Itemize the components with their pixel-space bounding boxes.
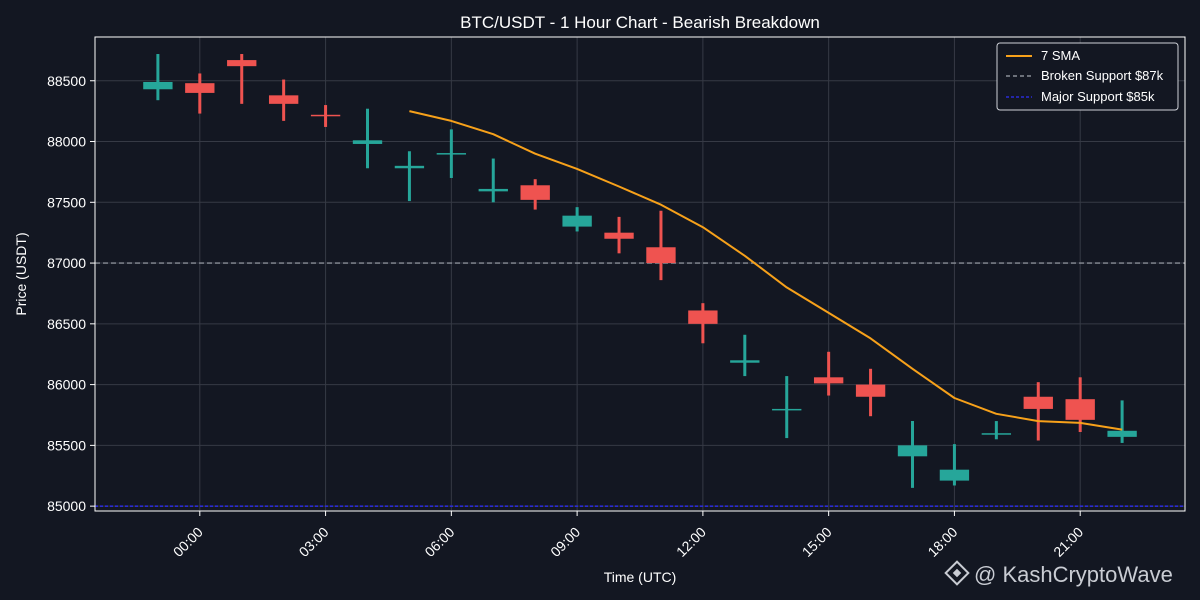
candle-body <box>562 215 592 227</box>
legend-box <box>996 42 1179 111</box>
y-tick-label: 87000 <box>47 255 86 271</box>
candle-body <box>394 165 425 169</box>
candle-bullish <box>939 444 970 486</box>
y-tick-label: 88500 <box>47 73 86 89</box>
candle-bullish <box>730 334 760 377</box>
candle-body <box>478 188 508 192</box>
candle-bearish <box>855 368 886 417</box>
sma-series <box>409 110 1123 431</box>
candle-body <box>813 377 844 384</box>
candle-bullish <box>143 54 173 101</box>
legend-sma-label: 7 SMA <box>1041 48 1080 63</box>
candle-bearish <box>688 303 718 344</box>
candle-body <box>939 469 970 481</box>
candle-bullish <box>436 129 467 178</box>
candle-body <box>688 310 718 324</box>
y-axis-ticks: 85000 85500 86000 86500 87000 87500 88000 88500 <box>47 73 95 514</box>
candle-bullish <box>394 151 425 202</box>
candle-bearish <box>646 210 676 281</box>
candle-bearish <box>1023 382 1053 441</box>
candle-bullish <box>981 421 1012 440</box>
candle-bullish <box>478 158 508 203</box>
watermark-text: @ KashCryptoWave <box>974 562 1173 587</box>
x-axis-label: Time (UTC) <box>604 569 677 585</box>
candle-body <box>730 360 760 363</box>
candle-body <box>1065 399 1095 420</box>
candle-body <box>185 83 215 93</box>
sma-line <box>409 110 1123 431</box>
candle-bullish <box>562 207 592 232</box>
y-tick-label: 85000 <box>47 498 86 514</box>
candle-bearish <box>813 351 844 396</box>
candle-body <box>352 140 383 144</box>
y-tick-label: 87500 <box>47 194 86 210</box>
candle-body <box>981 433 1012 435</box>
candle-body <box>604 232 634 239</box>
candle-body <box>310 114 341 117</box>
candle-bearish <box>185 73 215 114</box>
candle-bearish <box>310 105 341 127</box>
candle-body <box>855 384 886 397</box>
candle-bearish <box>520 179 550 210</box>
y-axis-label: Price (USDT) <box>13 232 29 315</box>
candle-bearish <box>268 79 299 121</box>
candles <box>143 54 1137 488</box>
candle-bearish <box>227 54 257 104</box>
candle-body <box>143 81 173 90</box>
candle-body <box>520 185 550 200</box>
candle-bullish <box>352 108 383 169</box>
support-lines <box>95 262 1185 507</box>
candle-body <box>646 247 676 264</box>
candle-body <box>772 408 802 411</box>
candle-bullish <box>897 421 928 488</box>
watermark: @ KashCryptoWave <box>944 560 1173 587</box>
candle-body <box>897 445 928 457</box>
candle-bullish <box>772 376 802 439</box>
legend-broken-support-label: Broken Support $87k <box>1041 68 1164 83</box>
plot-frame <box>94 36 1186 512</box>
candle-body <box>268 95 299 104</box>
legend-major-support-label: Major Support $85k <box>1041 89 1155 104</box>
y-tick-label: 86000 <box>47 377 86 393</box>
candle-body <box>227 60 257 67</box>
candle-bullish <box>1107 400 1137 443</box>
candle-body <box>1023 396 1053 409</box>
chart-title: BTC/USDT - 1 Hour Chart - Bearish Breakd… <box>460 13 820 32</box>
legend: 7 SMA Broken Support $87k Major Support … <box>996 42 1179 111</box>
y-tick-label: 88000 <box>47 134 86 150</box>
y-tick-label: 85500 <box>47 437 86 453</box>
candle-body <box>436 153 467 155</box>
candle-bearish <box>604 216 634 254</box>
candle-body <box>1107 430 1137 437</box>
y-tick-label: 86500 <box>47 316 86 332</box>
